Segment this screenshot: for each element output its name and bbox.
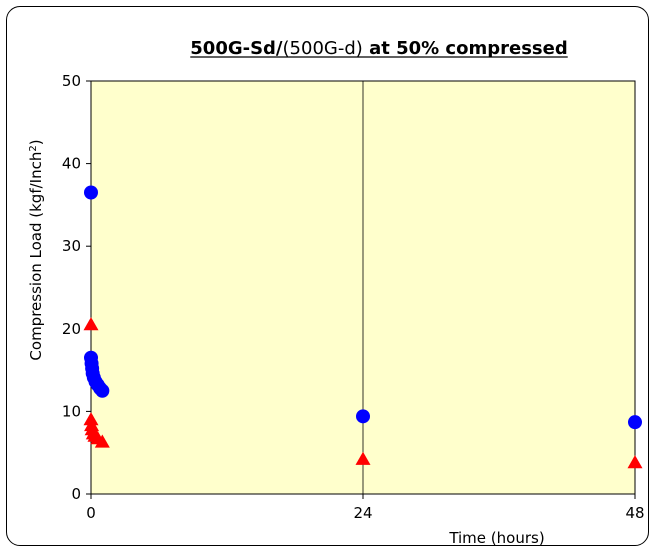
data-point-triangle xyxy=(94,434,110,448)
y-tick-label: 10 xyxy=(62,402,81,420)
data-point-triangle xyxy=(355,451,371,465)
y-axis-label-close: ) xyxy=(27,139,45,145)
y-tick-label: 50 xyxy=(62,72,81,90)
x-tick-label: 48 xyxy=(625,504,644,522)
data-point-triangle xyxy=(83,317,99,331)
data-point-circle xyxy=(356,409,370,424)
y-tick-label: 30 xyxy=(62,237,81,255)
data-point-circle xyxy=(95,383,110,398)
x-tick-label: 24 xyxy=(353,504,372,522)
data-point-circle xyxy=(628,415,642,430)
y-tick-label: 40 xyxy=(62,155,81,173)
data-point-triangle xyxy=(627,455,643,469)
ticks: 0 10 20 30 40 50 0 24 48 xyxy=(62,72,645,522)
chart-title: 500G-Sd/(500G-d) at 50% compressed xyxy=(190,38,567,59)
title-normal-part: (500G-d) xyxy=(283,38,363,59)
data-marks xyxy=(83,185,643,469)
chart-frame: 500G-Sd/(500G-d) at 50% compressed 0 10 20… xyxy=(6,6,649,546)
y-axis-label-sup: 2 xyxy=(28,145,39,151)
x-axis-label: Time (hours) xyxy=(448,529,544,546)
y-tick-label: 0 xyxy=(71,485,81,503)
x-tick-label: 0 xyxy=(86,504,96,522)
y-axis-label-main: Compression Load (kgf/Inch xyxy=(27,152,45,361)
data-point-triangle xyxy=(83,412,99,426)
data-point-circle xyxy=(84,185,98,200)
y-tick-label: 20 xyxy=(62,320,81,338)
title-bold-part-2: at 50% compressed xyxy=(363,38,568,59)
chart: 500G-Sd/(500G-d) at 50% compressed 01020… xyxy=(27,38,645,546)
title-bold-part: 500G-Sd/ xyxy=(190,38,283,59)
y-axis-label: Compression Load (kgf/Inch2) xyxy=(27,139,45,360)
